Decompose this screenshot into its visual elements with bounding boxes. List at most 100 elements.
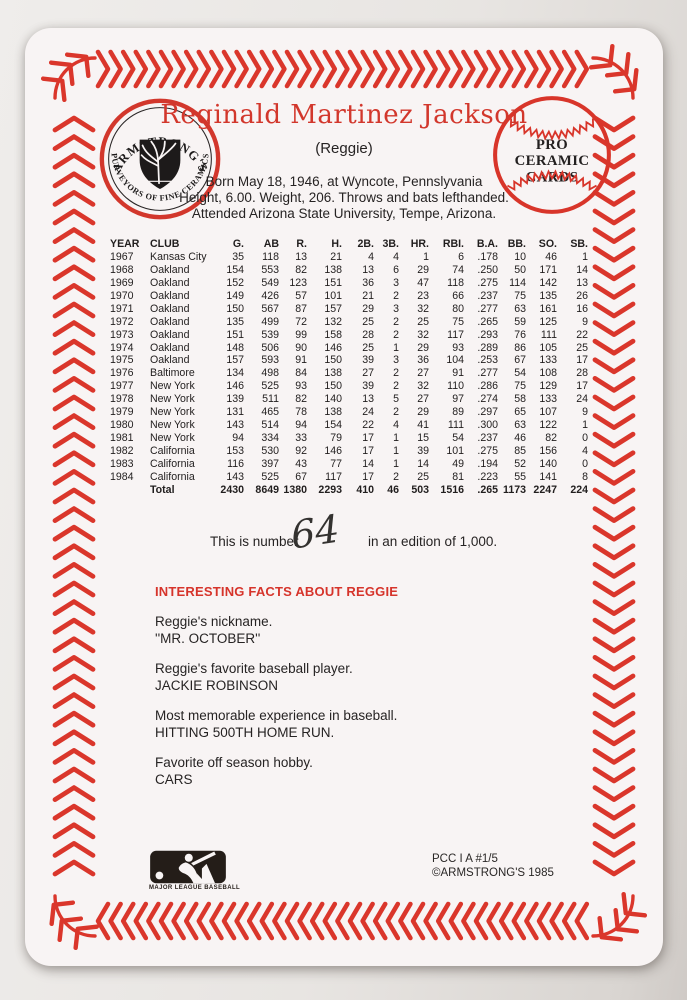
cell-stat: 107	[539, 406, 557, 419]
cell-stat: 29	[417, 341, 429, 354]
player-bio: Born May 18, 1946, at Wyncote, Pennslyva…	[25, 174, 663, 222]
cell-stat: 63	[514, 302, 526, 315]
cell-stat: 104	[446, 354, 464, 367]
cell-stat: 158	[324, 328, 342, 341]
cell-stat: 567	[261, 302, 279, 315]
fact-label: Favorite off season hobby.	[155, 755, 313, 770]
cell-stat: 1	[393, 341, 399, 354]
cell-stat: 10	[514, 250, 526, 263]
cell-stat: 17	[576, 354, 588, 367]
shield-icon	[139, 139, 181, 190]
cell-stat: 13	[295, 250, 307, 263]
cell-stat: 80	[452, 302, 464, 315]
cell-stat: 116	[227, 457, 244, 470]
cell-year: 1974	[110, 341, 134, 354]
bio-line: Born May 18, 1946, at Wyncote, Pennslyva…	[205, 174, 483, 189]
cell-stat: 140	[539, 457, 557, 470]
cell-stat: 13	[362, 263, 374, 276]
cell-stat: 6	[458, 250, 464, 263]
cell-stat: 143	[226, 470, 244, 483]
stats-column-header: HR.	[410, 238, 429, 250]
stats-column-header: 2B.	[357, 238, 375, 250]
cell-year: 1972	[110, 315, 134, 328]
cell-stat: 14	[417, 457, 429, 470]
cell-stat: 118	[262, 250, 279, 263]
cell-stat: 4	[393, 419, 399, 432]
cell-stat: 146	[324, 341, 342, 354]
cell-stat: 397	[261, 457, 279, 470]
cell-stat: 16	[576, 302, 588, 315]
cell-stat: 57	[295, 289, 307, 302]
cell-stat: 27	[417, 367, 429, 380]
fact-item: Favorite off season hobby. CARS	[155, 755, 515, 788]
cell-stat: .223	[477, 470, 498, 483]
cell-stat: 525	[261, 380, 279, 393]
fact-label: Most memorable experience in baseball.	[155, 708, 398, 723]
cell-stat: 79	[330, 432, 342, 445]
cell-year: 1971	[110, 302, 134, 315]
cell-stat: 86	[514, 341, 526, 354]
cell-stat: 32	[417, 380, 429, 393]
cell-year: 1969	[110, 276, 134, 289]
cell-stat: 8	[582, 470, 588, 483]
cell-stat: 111	[540, 328, 557, 341]
cell-stat: 35	[232, 250, 244, 263]
cell-stat: 90	[295, 341, 307, 354]
stats-column-header: R.	[296, 238, 307, 250]
cell-stat: 117	[325, 470, 342, 483]
cell-club: Oakland	[150, 328, 190, 341]
cell-stat: 2	[393, 470, 399, 483]
cell-club: Oakland	[150, 354, 190, 367]
cell-stat: 156	[539, 445, 557, 457]
cell-stat: 150	[226, 302, 244, 315]
cell-stat: 13	[362, 393, 374, 406]
table-row: 1971 Oakland 150 567 87 157 29 3 32 80 .277 63 161 16	[110, 303, 588, 316]
cell-stat: 46	[514, 432, 526, 445]
cell-stat: 122	[539, 419, 557, 432]
cell-stat: 553	[261, 263, 279, 276]
stats-column-header: SB.	[570, 238, 588, 250]
cell-stat: .289	[477, 341, 498, 354]
cell-club: California	[150, 470, 195, 483]
cell-stat: 82	[295, 263, 307, 276]
cell-stat: .297	[477, 406, 498, 419]
cell-stat: 39	[362, 380, 374, 393]
cell-club: Oakland	[150, 276, 190, 289]
fact-value: CARS	[155, 771, 193, 787]
fact-value: JACKIE ROBINSON	[155, 677, 279, 693]
cell-stat: 94	[232, 432, 244, 445]
ball-text-line2: CERAMIC	[515, 153, 590, 169]
cell-stat: 28	[576, 367, 588, 380]
table-row: Total 2430 8649 1380 2293 410 46 503 1516 .265 117…	[110, 484, 588, 497]
cell-stat: .275	[477, 276, 498, 289]
cell-stat: 3	[393, 354, 399, 367]
cell-stat: 25	[417, 315, 429, 328]
cell-stat: 46	[387, 483, 399, 496]
cell-stat: 1	[393, 457, 399, 470]
table-row: 1972 Oakland 135 499 72 132 25 2 25 75 .265 59 125 9	[110, 316, 588, 329]
stats-column-header: G.	[232, 238, 244, 250]
cell-stat: 65	[514, 406, 526, 419]
cell-stat: 46	[545, 250, 557, 263]
cell-stat: 134	[226, 367, 244, 380]
cell-stat: 525	[261, 470, 279, 483]
cell-stat: 85	[514, 445, 526, 457]
cell-year: 1984	[110, 470, 134, 483]
cell-club: New York	[150, 406, 195, 419]
cell-stat: 2247	[533, 483, 557, 496]
cell-stat: 4	[368, 250, 374, 263]
cell-stat: 503	[411, 483, 429, 496]
cell-stat: 1	[393, 445, 399, 457]
cell-stat: 117	[447, 328, 464, 341]
cell-stat: 93	[295, 380, 307, 393]
cell-stat: 25	[362, 315, 374, 328]
cell-stat: 146	[226, 380, 244, 393]
cell-stat: 84	[295, 367, 307, 380]
stats-rows: 1967 Kansas City 35 118 13 21 4 4 1 6.178 10 46 1 196…	[110, 251, 588, 497]
table-row: 1973 Oakland 151 539 99 158 28 2 32 117 .293 76 111 2…	[110, 329, 588, 342]
cell-stat: 101	[324, 289, 342, 302]
card-code-block: PCC I A #1/5 ©ARMSTRONG'S 1985	[432, 852, 554, 880]
cell-stat: 8649	[255, 483, 279, 496]
cell-stat: 148	[226, 341, 244, 354]
cell-stat: 39	[417, 445, 429, 457]
